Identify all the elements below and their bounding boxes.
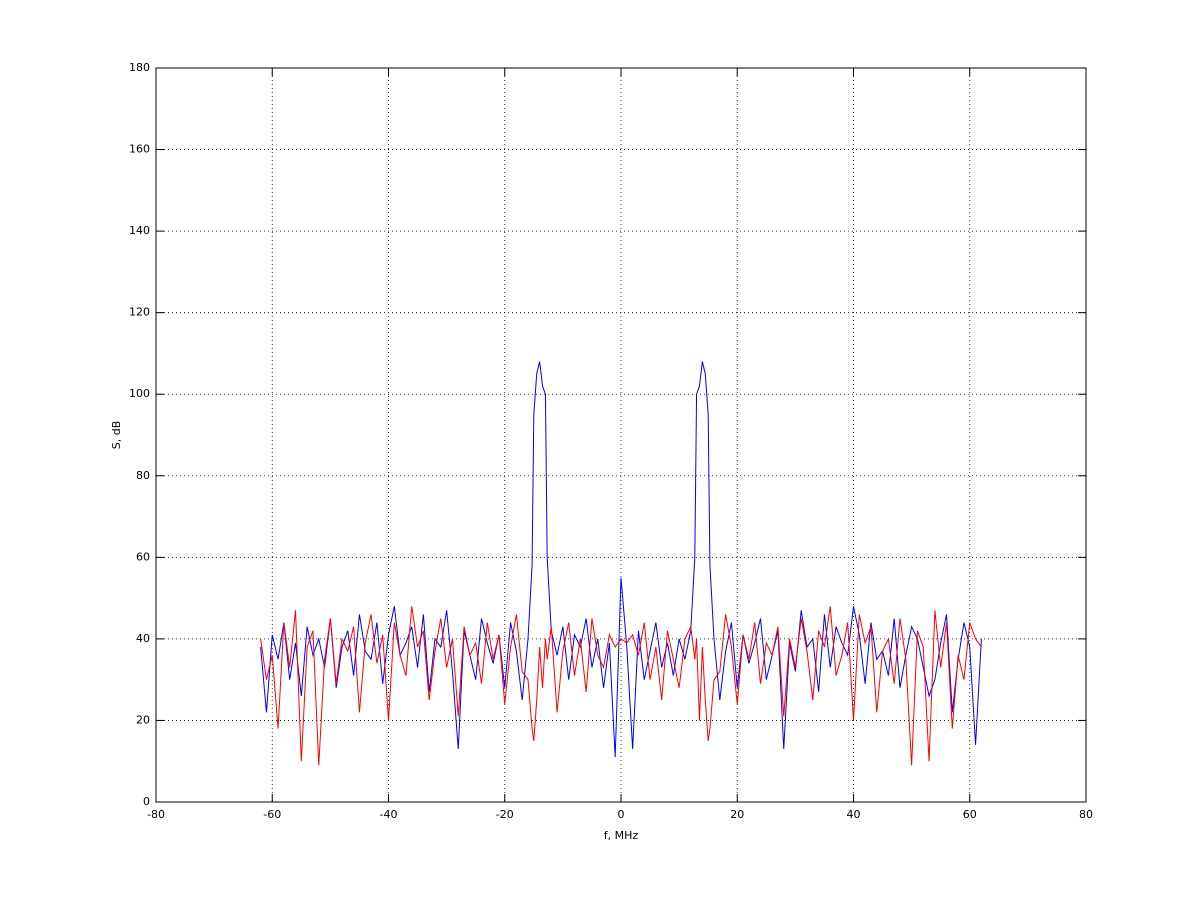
y-tick-label: 40 — [136, 632, 150, 645]
x-tick-label: -60 — [263, 808, 281, 821]
x-tick-label: -80 — [147, 808, 165, 821]
y-tick-label: 80 — [136, 469, 150, 482]
x-tick-label: 0 — [618, 808, 625, 821]
x-tick-label: 60 — [963, 808, 977, 821]
y-tick-label: 180 — [129, 61, 150, 74]
x-tick-label: 20 — [730, 808, 744, 821]
y-axis-label: S, dB — [110, 421, 123, 450]
series-line — [260, 606, 982, 766]
x-tick-label: -40 — [380, 808, 398, 821]
x-axis-label: f, MHz — [604, 829, 639, 842]
y-tick-label: 160 — [129, 143, 150, 156]
y-tick-label: 60 — [136, 550, 150, 563]
plot-frame — [155, 67, 1087, 803]
y-tick-label: 120 — [129, 306, 150, 319]
y-tick-label: 0 — [143, 795, 150, 808]
x-tick-label: -20 — [496, 808, 514, 821]
x-tick-label: 80 — [1079, 808, 1093, 821]
series-line — [260, 361, 982, 758]
y-tick-label: 140 — [129, 224, 150, 237]
y-tick-label: 100 — [129, 387, 150, 400]
y-tick-label: 20 — [136, 713, 150, 726]
x-tick-label: 40 — [847, 808, 861, 821]
